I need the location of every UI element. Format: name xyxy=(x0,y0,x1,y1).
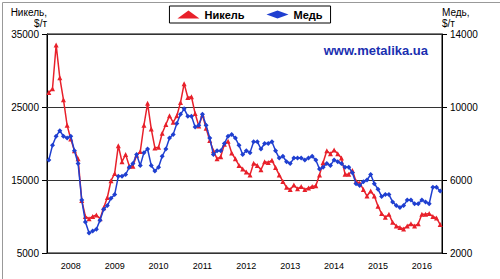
svg-text:2013: 2013 xyxy=(280,261,300,271)
svg-text:Никель: Никель xyxy=(204,9,244,21)
svg-text:www.metalika.ua: www.metalika.ua xyxy=(323,43,429,58)
svg-text:2011: 2011 xyxy=(193,261,212,271)
svg-text:2008: 2008 xyxy=(61,261,81,271)
svg-text:10000: 10000 xyxy=(450,102,478,113)
svg-text:2014: 2014 xyxy=(324,261,344,271)
svg-text:35000: 35000 xyxy=(11,29,39,40)
svg-text:2000: 2000 xyxy=(450,248,473,259)
svg-text:$/т: $/т xyxy=(442,18,455,29)
svg-text:25000: 25000 xyxy=(11,102,39,113)
svg-text:2012: 2012 xyxy=(236,261,256,271)
svg-text:14000: 14000 xyxy=(450,29,478,40)
svg-text:15000: 15000 xyxy=(11,175,39,186)
svg-text:Никель,: Никель, xyxy=(11,7,47,18)
svg-text:2016: 2016 xyxy=(412,261,432,271)
svg-text:2010: 2010 xyxy=(149,261,169,271)
svg-text:6000: 6000 xyxy=(450,175,473,186)
svg-text:5000: 5000 xyxy=(17,248,40,259)
svg-text:Медь: Медь xyxy=(294,9,323,21)
svg-text:2015: 2015 xyxy=(368,261,388,271)
svg-text:2009: 2009 xyxy=(105,261,125,271)
svg-text:Медь,: Медь, xyxy=(442,7,470,18)
svg-text:$/т: $/т xyxy=(34,18,47,29)
